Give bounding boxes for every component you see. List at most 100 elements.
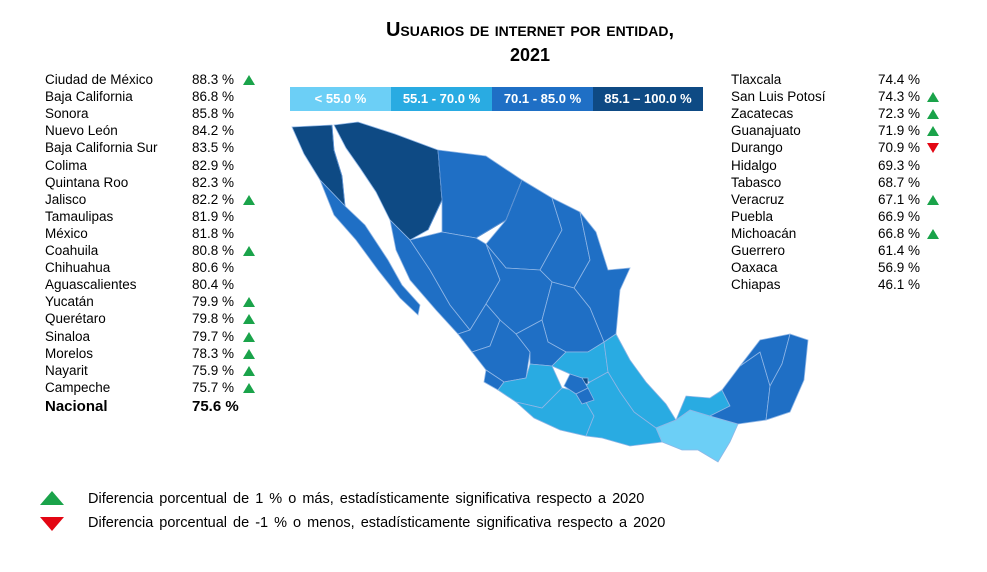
triangle-up-icon	[243, 365, 255, 376]
triangle-down-icon	[927, 143, 939, 154]
state-value: 74.3 %	[878, 89, 921, 105]
state-name: Colima	[45, 157, 88, 173]
state-value: 84.2 %	[192, 123, 235, 139]
chart-title: Usuarios de internet por entidad, 2021	[0, 18, 987, 68]
state-value: 70.9 %	[878, 140, 921, 156]
nacional-label: Nacional	[45, 398, 108, 415]
state-value: 75.9 %	[192, 362, 235, 378]
region-baja-california-sur	[319, 179, 421, 316]
triangle-up-icon	[243, 246, 255, 256]
state-name: Guanajuato	[731, 123, 801, 139]
state-value: 85.8 %	[192, 106, 235, 122]
state-value: 80.8 %	[192, 243, 235, 258]
state-name: Tabasco	[731, 174, 782, 190]
triangle-down-icon	[40, 517, 64, 531]
triangle-up-icon	[927, 126, 939, 137]
state-value: 86.8 %	[192, 89, 235, 105]
state-borders	[331, 124, 523, 239]
state-value: 79.9 %	[192, 294, 235, 310]
state-value: 83.5 %	[192, 140, 235, 156]
title-line-2: 2021	[509, 45, 551, 65]
state-name: Yucatán	[45, 294, 94, 310]
state-value: 88.3 %	[192, 72, 235, 87]
triangle-up-icon	[243, 382, 255, 393]
triangle-up-icon	[243, 75, 255, 85]
triangle-up-icon	[243, 331, 255, 342]
triangle-up-icon	[927, 109, 939, 120]
state-value: 78.3 %	[192, 345, 235, 361]
state-value: 66.8 %	[878, 225, 921, 241]
state-value: 46.1 %	[878, 277, 921, 293]
legend-item-lt55: < 55.0 %	[290, 87, 391, 111]
state-value: 61.4 %	[878, 243, 921, 258]
state-name: Tlaxcala	[731, 72, 782, 87]
state-name: Campeche	[45, 379, 111, 395]
state-value: 81.8 %	[192, 225, 235, 241]
state-value: 80.6 %	[192, 260, 235, 276]
state-value: 75.7 %	[192, 379, 235, 395]
state-name: Michoacán	[731, 225, 797, 241]
state-name: Sinaloa	[45, 328, 91, 344]
state-value: 56.9 %	[878, 260, 921, 276]
state-name: Zacatecas	[731, 106, 794, 122]
legend-item-55-70: 55.1 - 70.0 %	[391, 87, 492, 111]
title-line-1: Usuarios de internet por entidad,	[385, 19, 675, 41]
state-value: 72.3 %	[878, 106, 921, 122]
triangle-up-icon	[927, 92, 939, 103]
state-name: Quintana Roo	[45, 174, 129, 190]
footnote-up-text: Diferencia porcentual de 1 % o más, esta…	[88, 491, 645, 507]
state-name: Chihuahua	[45, 260, 111, 276]
state-value: 82.2 %	[192, 191, 235, 207]
nacional-value: 75.6 %	[192, 398, 239, 415]
state-value: 80.4 %	[192, 277, 235, 293]
state-value: 69.3 %	[878, 157, 921, 173]
state-value: 82.3 %	[192, 174, 235, 190]
state-name: Coahuila	[45, 243, 99, 258]
state-name: México	[45, 225, 88, 241]
footnote-down-text: Diferencia porcentual de -1 % o menos, e…	[88, 515, 666, 531]
triangle-up-icon	[243, 314, 255, 325]
triangle-up-icon	[243, 194, 255, 205]
state-name: Durango	[731, 140, 783, 156]
state-name: Aguascalientes	[45, 277, 137, 293]
state-name: Chiapas	[731, 277, 781, 293]
triangle-up-icon	[243, 297, 255, 308]
state-value: 79.8 %	[192, 311, 235, 327]
triangle-up-icon	[243, 348, 255, 359]
region-baja-california	[291, 124, 346, 208]
state-name: San Luis Potosí	[731, 89, 826, 105]
state-name: Tamaulipas	[45, 208, 114, 224]
region-campeche	[708, 351, 771, 425]
state-value: 68.7 %	[878, 174, 921, 190]
state-name: Hidalgo	[731, 157, 777, 173]
legend-item-85-100: 85.1 – 100.0 %	[593, 87, 703, 111]
state-value: 66.9 %	[878, 208, 921, 224]
state-name: Nuevo León	[45, 123, 118, 139]
state-value: 67.1 %	[878, 191, 921, 207]
color-legend: < 55.0 % 55.1 - 70.0 % 70.1 - 85.0 % 85.…	[290, 87, 703, 111]
state-name: Baja California Sur	[45, 140, 158, 156]
state-name: Morelos	[45, 345, 94, 361]
state-name: Guerrero	[731, 243, 786, 258]
triangle-up-icon	[40, 491, 64, 505]
state-name: Nayarit	[45, 362, 88, 378]
state-value: 74.4 %	[878, 72, 921, 87]
state-name: Querétaro	[45, 311, 106, 327]
region-sonora	[333, 121, 443, 241]
triangle-up-icon	[927, 194, 939, 205]
state-name: Veracruz	[731, 191, 785, 207]
state-name: Baja California	[45, 89, 133, 105]
state-name: Sonora	[45, 106, 89, 122]
region-quintana-roo	[765, 333, 809, 421]
state-name: Oaxaca	[731, 260, 778, 276]
state-value: 81.9 %	[192, 208, 235, 224]
state-name: Jalisco	[45, 191, 87, 207]
legend-item-70-85: 70.1 - 85.0 %	[492, 87, 593, 111]
mexico-map	[291, 121, 809, 463]
state-value: 82.9 %	[192, 157, 235, 173]
region-morelos	[575, 387, 595, 405]
state-value: 71.9 %	[878, 123, 921, 139]
state-value: 79.7 %	[192, 328, 235, 344]
state-name: Puebla	[731, 208, 774, 224]
triangle-up-icon	[927, 228, 939, 239]
